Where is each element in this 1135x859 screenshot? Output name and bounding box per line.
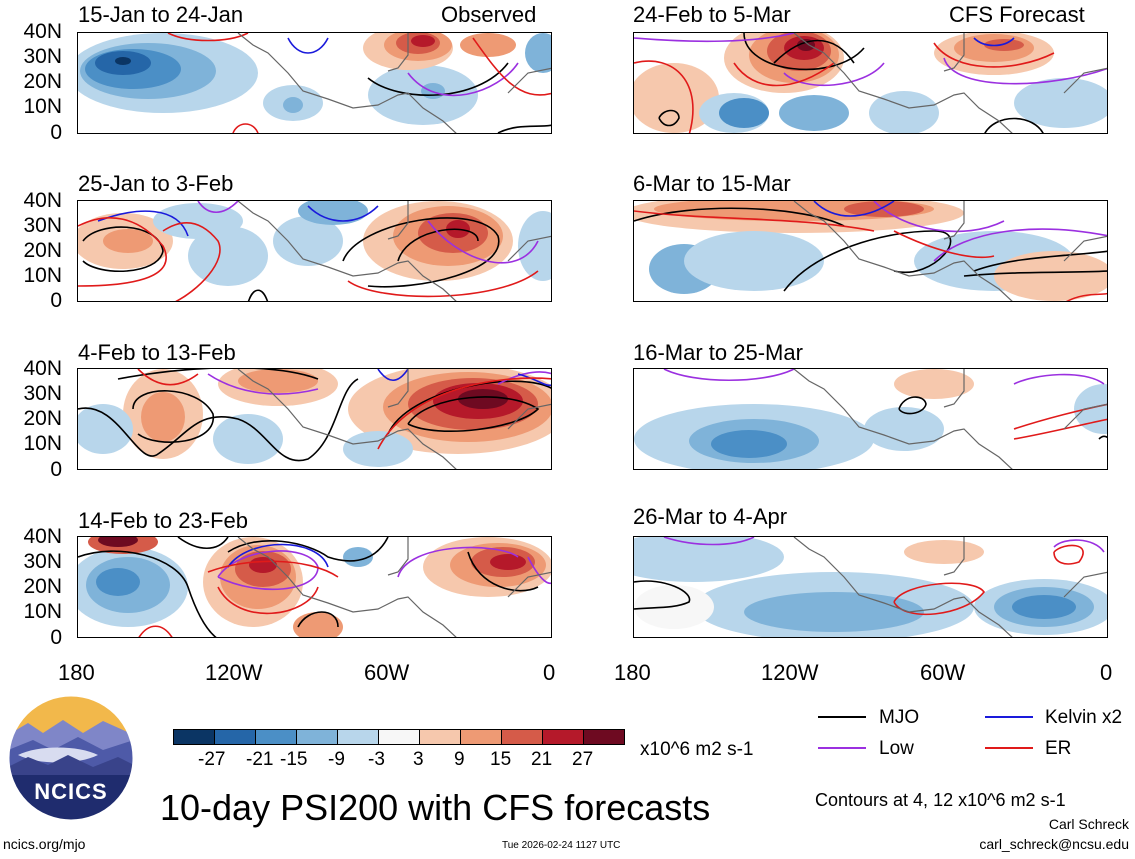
colorbar-swatch	[255, 729, 297, 745]
colorbar-units: x10^6 m2 s-1	[640, 739, 754, 760]
y-tick-40n: 40N	[23, 357, 62, 380]
panel-title: 6-Mar to 15-Mar	[633, 171, 791, 196]
colorbar-swatch	[460, 729, 502, 745]
panel-title: 15-Jan to 24-Jan	[78, 2, 244, 27]
x-tick-180: 180	[614, 660, 651, 685]
x-tick-0: 0	[1100, 660, 1113, 685]
colorbar-label: -15	[280, 749, 308, 770]
legend-mjo-label: MJO	[879, 707, 920, 728]
y-tick-40n: 40N	[23, 189, 62, 212]
panel-title: 16-Mar to 25-Mar	[633, 340, 803, 365]
colorbar-swatch	[583, 729, 625, 745]
map-panel-4	[77, 536, 552, 638]
logo-text: NCICS	[34, 779, 108, 804]
y-tick-30n: 30N	[23, 550, 62, 573]
colorbar-label: 9	[454, 749, 465, 770]
panel-tag: Observed	[441, 2, 537, 27]
x-tick-180: 180	[58, 660, 95, 685]
colorbar-label: 15	[490, 749, 512, 770]
y-tick-20n: 20N	[23, 239, 62, 262]
footer-author: Carl Schreck	[1048, 816, 1129, 832]
map-panel-1	[77, 32, 552, 134]
footer-timestamp: Tue 2026-02-24 1127 UTC	[502, 840, 621, 851]
x-tick-120w: 120W	[761, 660, 819, 685]
colorbar-label: -9	[328, 749, 345, 770]
legend-er-label: ER	[1045, 738, 1072, 759]
panel-tag: CFS Forecast	[949, 2, 1085, 27]
colorbar-swatch	[501, 729, 543, 745]
panel-title: 24-Feb to 5-Mar	[633, 2, 791, 27]
colorbar-swatch	[378, 729, 420, 745]
y-tick-0: 0	[50, 458, 62, 481]
y-tick-20n: 20N	[23, 575, 62, 598]
y-tick-0: 0	[50, 121, 62, 144]
map-panel-6	[633, 200, 1108, 302]
map-panel-3	[77, 368, 552, 470]
legend-mjo-line	[818, 716, 866, 718]
panel-title: 25-Jan to 3-Feb	[78, 171, 234, 196]
main-title: 10-day PSI200 with CFS forecasts	[160, 787, 711, 828]
y-tick-40n: 40N	[23, 525, 62, 548]
y-tick-10n: 10N	[23, 95, 62, 118]
x-tick-120w: 120W	[205, 660, 263, 685]
legend-kelvin-label: Kelvin x2	[1045, 707, 1123, 728]
x-tick-60w: 60W	[920, 660, 966, 685]
colorbar-label: 27	[572, 749, 594, 770]
legend-er-line	[985, 747, 1033, 749]
y-tick-40n: 40N	[23, 20, 62, 43]
y-tick-30n: 30N	[23, 45, 62, 68]
colorbar-label: -27	[198, 749, 226, 770]
y-tick-0: 0	[50, 626, 62, 649]
y-tick-10n: 10N	[23, 600, 62, 623]
colorbar-label: -3	[368, 749, 385, 770]
map-panel-8	[633, 536, 1108, 638]
y-tick-10n: 10N	[23, 432, 62, 455]
panel-title: 26-Mar to 4-Apr	[633, 504, 788, 529]
colorbar-swatch	[296, 729, 338, 745]
colorbar-swatch	[214, 729, 256, 745]
panel-title: 4-Feb to 13-Feb	[78, 340, 236, 365]
panel-title: 14-Feb to 23-Feb	[78, 508, 248, 533]
legend-low-label: Low	[879, 738, 914, 759]
y-tick-30n: 30N	[23, 214, 62, 237]
map-panel-7	[633, 368, 1108, 470]
x-tick-0: 0	[543, 660, 556, 685]
x-tick-60w: 60W	[364, 660, 410, 685]
y-tick-30n: 30N	[23, 382, 62, 405]
colorbar-label: -21	[246, 749, 274, 770]
y-tick-10n: 10N	[23, 264, 62, 287]
colorbar-label: 21	[531, 749, 553, 770]
colorbar-swatch	[337, 729, 379, 745]
footer-site: ncics.org/mjo	[3, 836, 86, 852]
footer-email: carl_schreck@ncsu.edu	[979, 836, 1129, 852]
y-tick-20n: 20N	[23, 70, 62, 93]
colorbar-label: 3	[413, 749, 424, 770]
contour-note: Contours at 4, 12 x10^6 m2 s-1	[815, 790, 1066, 810]
map-panel-2	[77, 200, 552, 302]
legend-low-line	[818, 747, 866, 749]
colorbar-swatch	[419, 729, 461, 745]
y-tick-0: 0	[50, 289, 62, 312]
ncics-logo: NCICS	[8, 695, 134, 821]
colorbar-swatch	[173, 729, 215, 745]
legend-kelvin-line	[985, 716, 1033, 718]
colorbar-swatch	[542, 729, 584, 745]
map-panel-5	[633, 32, 1108, 134]
y-tick-20n: 20N	[23, 407, 62, 430]
